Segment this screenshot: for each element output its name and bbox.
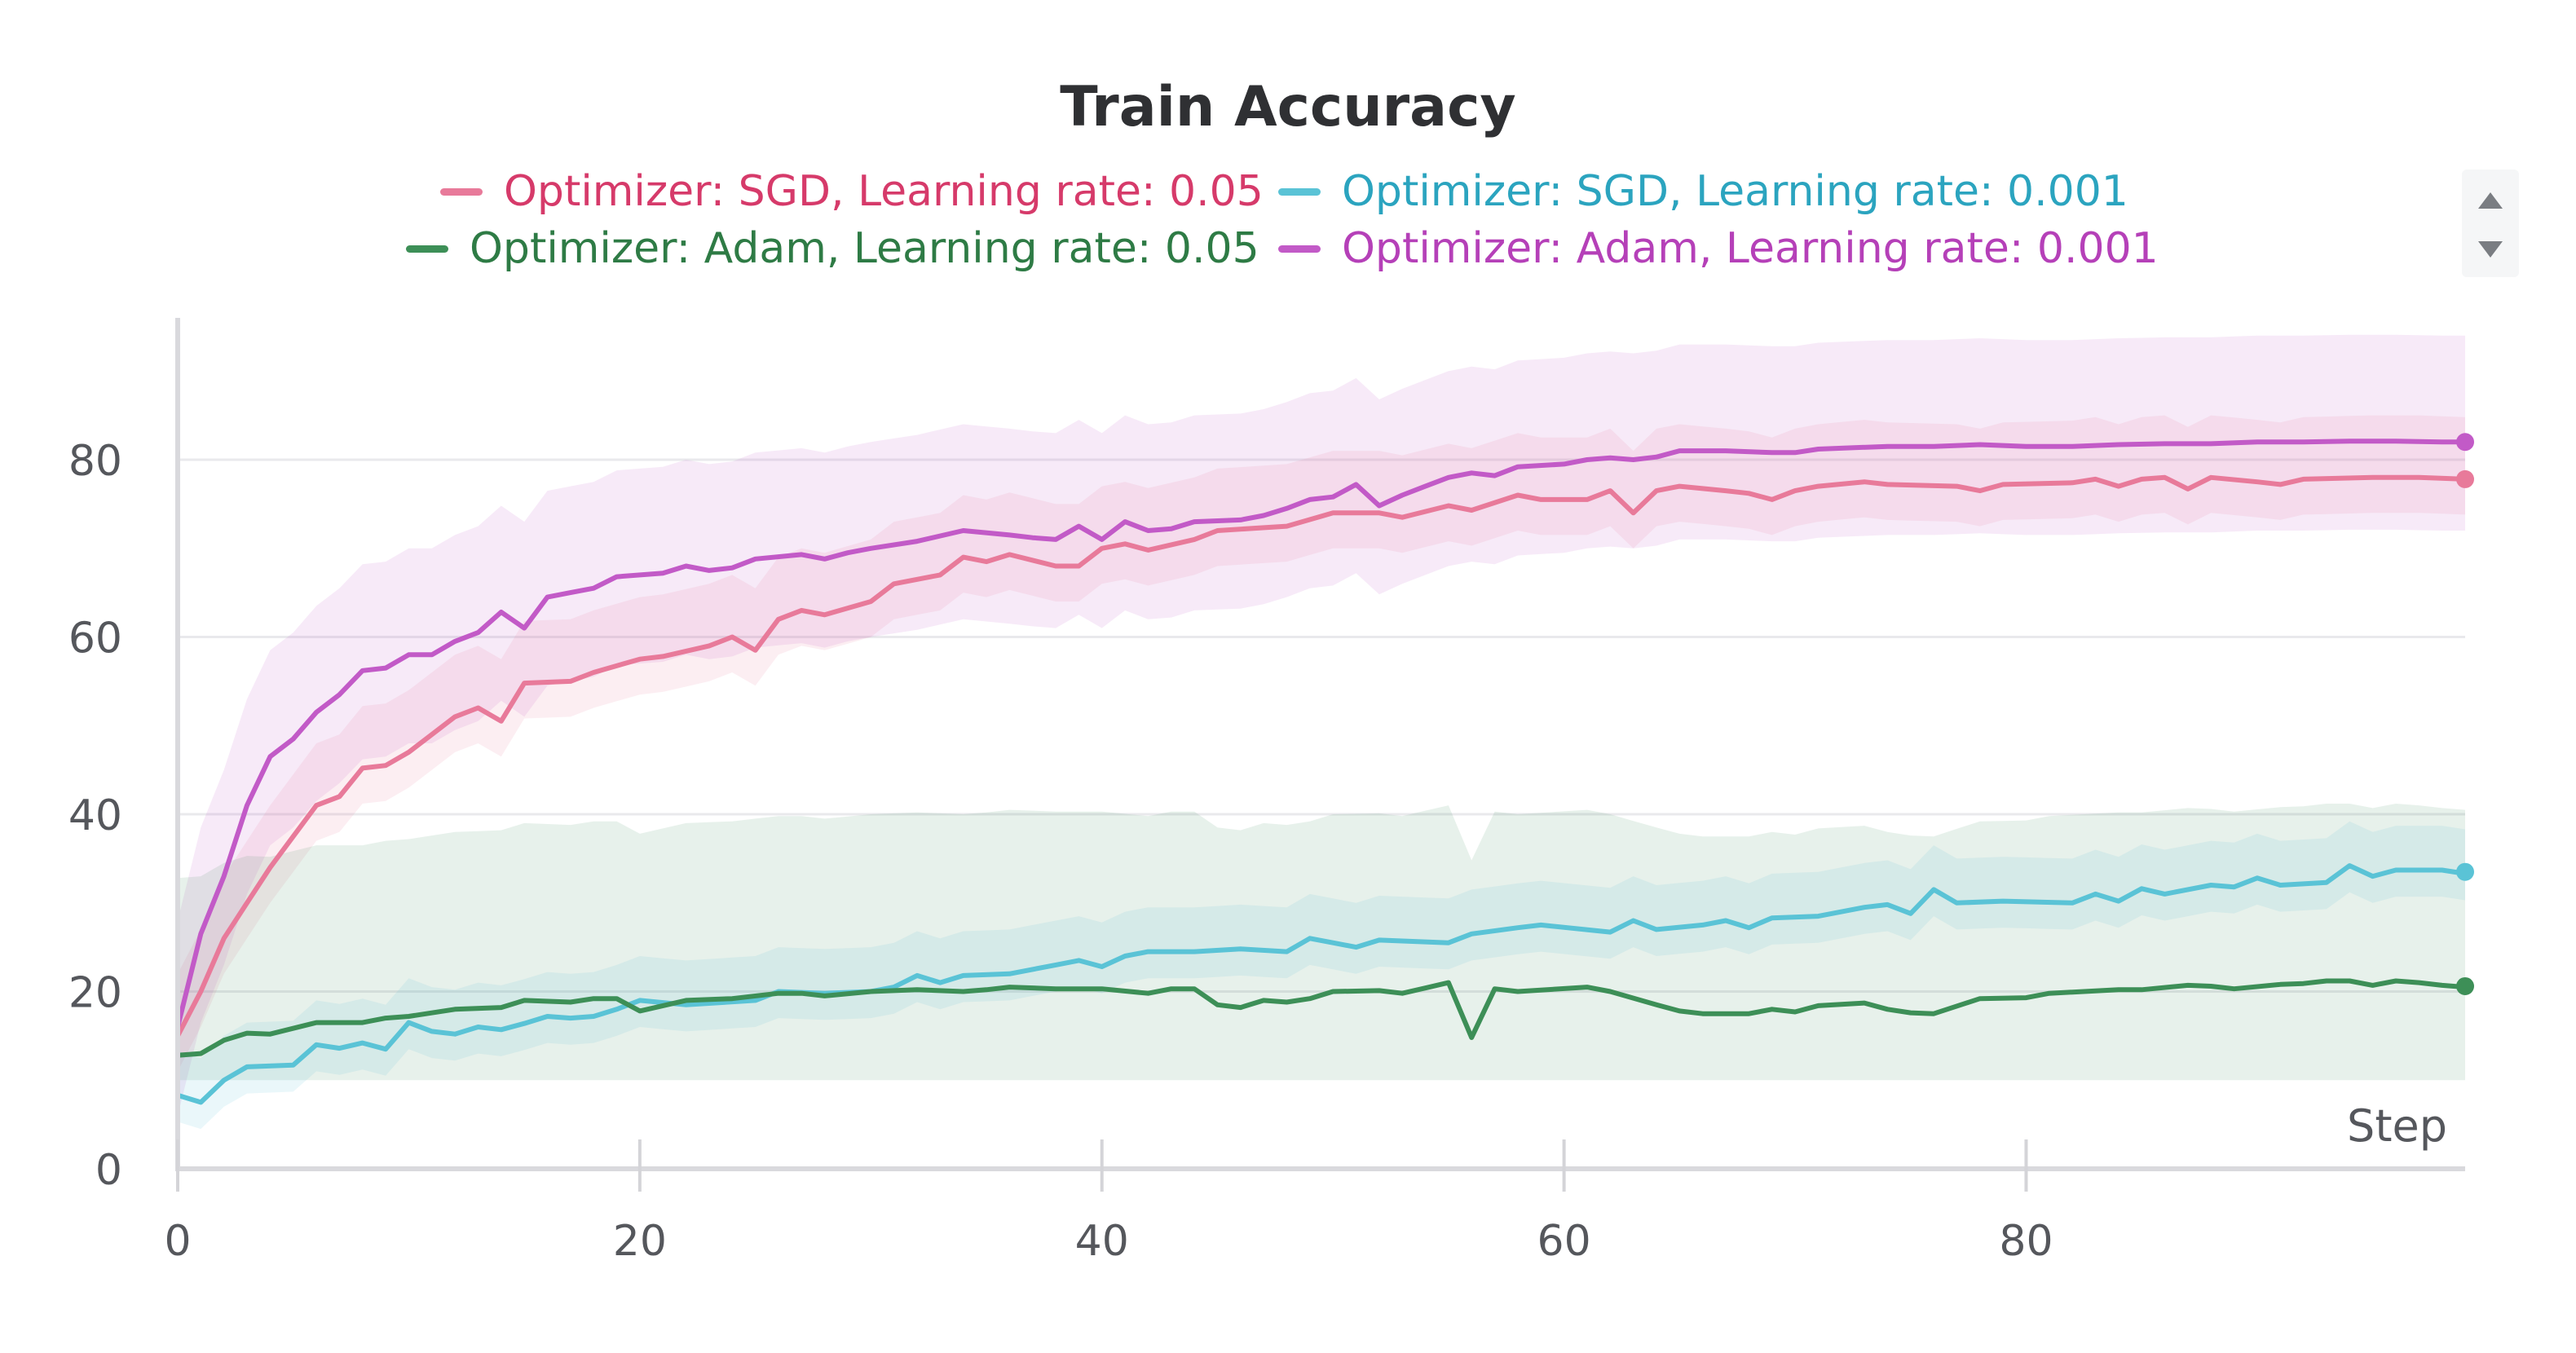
series-end-point — [2456, 976, 2474, 995]
x-tick-label: 80 — [1999, 1217, 2053, 1266]
chart-title: Train Accuracy — [1060, 75, 1516, 139]
series-lines — [175, 439, 2468, 1105]
legend-item-sgd-0.001[interactable]: Optimizer: SGD, Learning rate: 0.001 — [1278, 167, 2128, 216]
y-tick-label: 60 — [68, 615, 122, 663]
axes: 0 20 40 60 80 0 20 40 60 80 Step — [68, 318, 2465, 1266]
series-line — [175, 978, 2468, 1058]
series-line — [175, 439, 2468, 1029]
scroll-down-icon[interactable] — [2478, 241, 2503, 258]
scroll-up-icon[interactable] — [2478, 192, 2503, 209]
legend-swatch — [440, 187, 483, 196]
x-tick-label: 20 — [613, 1217, 667, 1266]
legend-item-adam-0.05[interactable]: Optimizer: Adam, Learning rate: 0.05 — [406, 224, 1259, 273]
x-axis-label: Step — [2347, 1100, 2447, 1152]
confidence-band — [178, 821, 2465, 1130]
y-tick-label: 0 — [95, 1146, 122, 1195]
legend-scroll-control — [2462, 170, 2519, 277]
legend-swatch — [1278, 187, 1321, 196]
x-tick-label: 60 — [1537, 1217, 1591, 1266]
x-tick-label: 0 — [164, 1217, 191, 1266]
y-tick-label: 80 — [68, 437, 122, 486]
legend-item-sgd-0.05[interactable]: Optimizer: SGD, Learning rate: 0.05 — [440, 167, 1264, 216]
legend-label: Optimizer: Adam, Learning rate: 0.05 — [470, 224, 1259, 273]
series-end-markers — [2456, 433, 2474, 995]
series-line — [175, 474, 2468, 1038]
legend-label: Optimizer: SGD, Learning rate: 0.001 — [1342, 167, 2128, 216]
legend-label: Optimizer: SGD, Learning rate: 0.05 — [504, 167, 1264, 216]
legend-label: Optimizer: Adam, Learning rate: 0.001 — [1342, 224, 2159, 273]
series-end-point — [2456, 433, 2474, 452]
series-end-point — [2456, 862, 2474, 881]
legend: Optimizer: SGD, Learning rate: 0.05 Opti… — [406, 167, 2159, 281]
x-tick-label: 40 — [1075, 1217, 1129, 1266]
series-line — [175, 863, 2468, 1105]
confidence-band — [178, 334, 2465, 1116]
legend-swatch — [406, 245, 448, 253]
y-tick-label: 40 — [68, 791, 122, 840]
y-tick-label: 20 — [68, 969, 122, 1018]
confidence-bands — [178, 334, 2465, 1130]
legend-swatch — [1278, 245, 1321, 253]
series-end-point — [2456, 469, 2474, 488]
legend-item-adam-0.001[interactable]: Optimizer: Adam, Learning rate: 0.001 — [1278, 224, 2159, 273]
